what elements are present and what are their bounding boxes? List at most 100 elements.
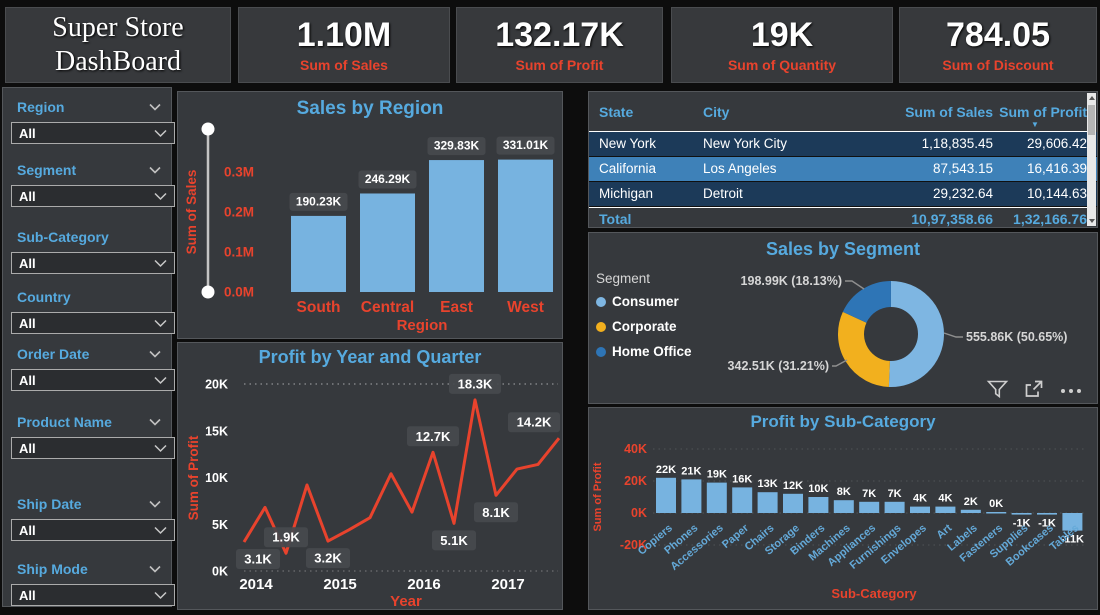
sub-category-filter-dropdown[interactable]: All xyxy=(11,252,175,274)
total-sales: 10,97,358.66 xyxy=(847,207,993,230)
product-name-filter-dropdown[interactable]: All xyxy=(11,437,175,459)
chevron-down-icon xyxy=(154,126,167,141)
dashboard-title-card: Super Store DashBoard xyxy=(5,7,231,83)
region-filter-dropdown[interactable]: All xyxy=(11,122,175,144)
legend-item-home-office[interactable]: Home Office xyxy=(596,344,692,359)
chart-title: Profit by Sub-Category xyxy=(750,412,936,431)
slice-data-label: 198.99K (18.13%) xyxy=(741,274,842,288)
country-filter-dropdown[interactable]: All xyxy=(11,312,175,334)
legend-title: Segment xyxy=(596,271,651,286)
bar-fasteners[interactable] xyxy=(986,512,1007,514)
data-label-badge xyxy=(474,502,518,523)
chevron-down-icon[interactable] xyxy=(149,413,161,431)
chevron-down-icon[interactable] xyxy=(149,161,161,179)
bar-envelopes[interactable] xyxy=(910,506,930,513)
kpi-card-sum-of-sales: 1.10M Sum of Sales xyxy=(238,7,450,83)
profit-by-subcategory-chart: Profit by Sub-Category 40K 20K 0K -20K Sum o… xyxy=(588,407,1098,610)
chevron-down-icon[interactable] xyxy=(149,345,161,363)
legend-dot-icon xyxy=(596,346,606,357)
axis-slider-handle-bottom[interactable] xyxy=(201,285,215,299)
bar-phones[interactable] xyxy=(681,479,702,513)
data-label-badge xyxy=(432,530,476,551)
scroll-up-arrow[interactable] xyxy=(1087,93,1096,103)
data-label-badge xyxy=(289,192,348,211)
focus-mode-icon[interactable] xyxy=(1023,379,1045,399)
filter-header-ship-mode: Ship Mode xyxy=(17,561,161,577)
dropdown-value: All xyxy=(19,125,36,141)
chevron-down-icon xyxy=(154,373,167,388)
kpi-value: 132.17K xyxy=(495,15,624,54)
bar-copiers[interactable] xyxy=(656,477,676,513)
column-header-sum-of-sales[interactable]: Sum of Sales xyxy=(847,92,993,132)
cell-sales: 1,18,835.45 xyxy=(921,136,993,151)
data-label: 12.7K xyxy=(416,429,451,444)
bar-west[interactable] xyxy=(498,159,553,292)
bar-furnishings[interactable] xyxy=(884,501,905,513)
cell-city: Detroit xyxy=(703,186,743,201)
bar-east[interactable] xyxy=(429,160,484,292)
bar-supplies[interactable] xyxy=(1011,513,1032,515)
slice-data-label: 555.86K (50.65%) xyxy=(966,330,1067,344)
bar-data-label: 7K xyxy=(862,488,876,500)
bar-bookcases[interactable] xyxy=(1037,513,1057,515)
bar-data-label: 13K xyxy=(758,478,778,490)
data-label-badge xyxy=(306,548,350,569)
donut-slice-corporate[interactable] xyxy=(838,311,891,387)
bar-art[interactable] xyxy=(935,506,956,513)
data-label-badge xyxy=(449,373,501,394)
bar-appliances[interactable] xyxy=(859,501,880,513)
y-axis-title: Sum of Profit xyxy=(186,435,201,520)
x-category-label: Central xyxy=(361,299,414,316)
cell-sales: 29,232.64 xyxy=(932,186,993,201)
column-header-city[interactable]: City xyxy=(693,92,847,132)
legend-dot-icon xyxy=(596,296,606,307)
ship-mode-filter-dropdown[interactable]: All xyxy=(11,584,175,606)
table-row-california[interactable]: California Los Angeles 87,543.15 16,416.39 xyxy=(589,157,1097,182)
legend-item-consumer[interactable]: Consumer xyxy=(596,294,692,309)
filter-icon[interactable] xyxy=(986,379,1009,399)
bar-data-label: 10K xyxy=(808,483,828,495)
x-year-label: 2014 xyxy=(239,576,273,593)
chevron-down-icon[interactable] xyxy=(149,495,161,513)
profit-line-series[interactable] xyxy=(242,398,561,555)
bar-accessories[interactable] xyxy=(706,482,727,513)
legend-item-corporate[interactable]: Corporate xyxy=(596,319,692,334)
scrollbar-thumb[interactable] xyxy=(1088,105,1095,135)
sort-descending-icon[interactable]: ▼ xyxy=(1031,120,1039,129)
profit-by-year-quarter-chart: Profit by Year and Quarter 0K 5K 10K 15K 20K… xyxy=(177,342,563,610)
y-tick-label: 0.2M xyxy=(224,205,254,220)
column-header-sum-of-profit[interactable]: Sum of Profit xyxy=(993,92,1087,132)
bar-labels[interactable] xyxy=(960,509,981,513)
chevron-down-icon[interactable] xyxy=(149,98,161,116)
cell-profit: 29,606.42 xyxy=(1026,136,1087,151)
scroll-down-arrow[interactable] xyxy=(1087,216,1096,226)
ship-date-filter-dropdown[interactable]: All xyxy=(11,519,175,541)
data-label: 246.29K xyxy=(365,172,411,186)
chevron-down-icon xyxy=(154,588,167,603)
bar-machines[interactable] xyxy=(833,500,854,513)
bar-chairs[interactable] xyxy=(757,492,778,513)
table-row-michigan[interactable]: Michigan Detroit 29,232.64 10,144.63 xyxy=(589,182,1097,207)
data-label: 18.3K xyxy=(458,376,493,391)
more-options-icon[interactable] xyxy=(1059,379,1083,399)
donut-slice-consumer[interactable] xyxy=(888,281,944,387)
table-scrollbar[interactable] xyxy=(1087,93,1096,226)
bar-paper[interactable] xyxy=(732,487,753,513)
order-date-filter-dropdown[interactable]: All xyxy=(11,369,175,391)
bar-tables[interactable] xyxy=(1062,513,1083,531)
bar-binders[interactable] xyxy=(808,497,829,513)
y-tick-label: 5K xyxy=(212,518,228,532)
bar-storage[interactable] xyxy=(783,493,803,513)
kpi-value: 19K xyxy=(750,15,814,54)
x-year-label: 2015 xyxy=(323,576,356,593)
bar-south[interactable] xyxy=(291,215,346,292)
column-header-state[interactable]: State xyxy=(589,92,693,132)
chevron-down-icon[interactable] xyxy=(149,560,161,578)
table-row-new-york[interactable]: New York New York City 1,18,835.45 29,606.4… xyxy=(589,132,1097,157)
donut-slice-home-office[interactable] xyxy=(842,281,892,324)
y-tick-label: 20K xyxy=(205,378,228,392)
bar-central[interactable] xyxy=(360,193,415,292)
segment-filter-dropdown[interactable]: All xyxy=(11,185,175,207)
y-tick-label: 0K xyxy=(631,506,647,520)
axis-slider-handle-top[interactable] xyxy=(201,122,215,136)
